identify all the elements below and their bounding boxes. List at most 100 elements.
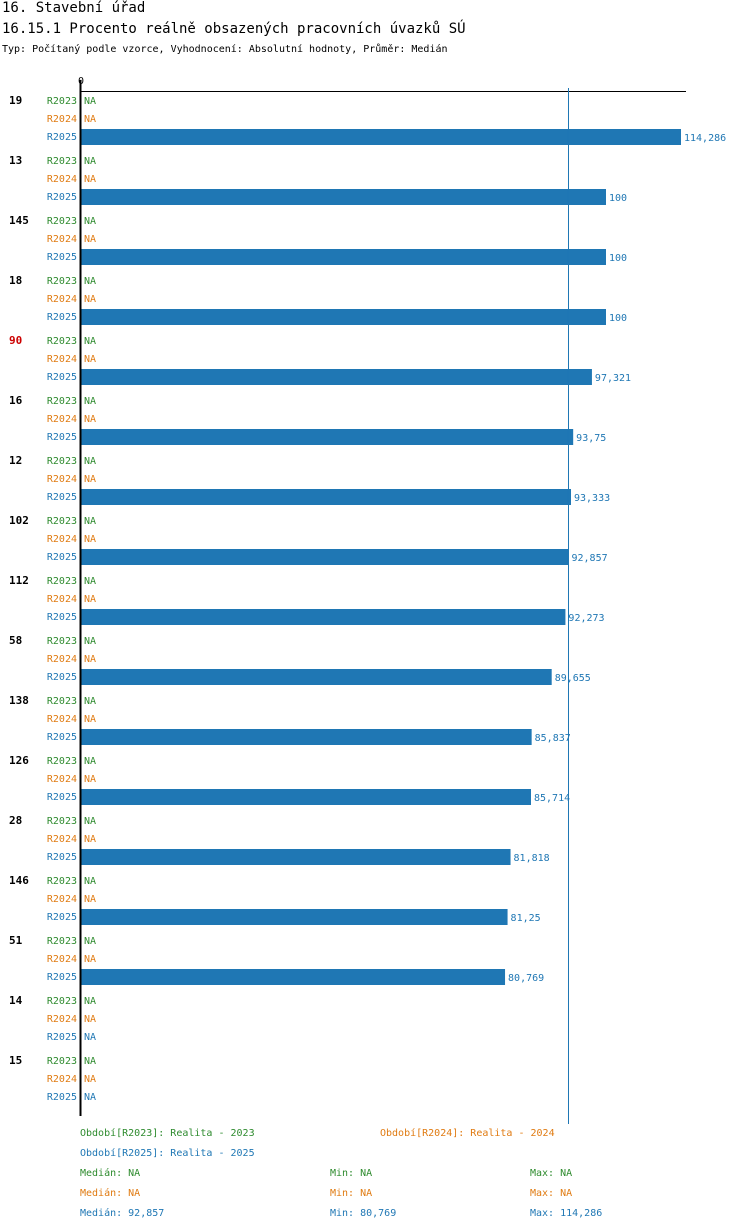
data-label: 92,857 [571, 553, 607, 564]
section-title: 16. Stavební úřad [2, 0, 146, 16]
series-label-r2024: R2024 [47, 234, 77, 245]
na-label: NA [84, 696, 96, 707]
na-label: NA [84, 294, 96, 305]
series-label-r2023: R2023 [47, 276, 77, 287]
stat-min-r2023: Min: NA [330, 1168, 373, 1179]
series-label-r2023: R2023 [47, 216, 77, 227]
na-label: NA [84, 756, 96, 767]
series-label-r2024: R2024 [47, 534, 77, 545]
category-label: 145 [9, 214, 29, 227]
data-label: 81,25 [511, 913, 541, 924]
series-label-r2024: R2024 [47, 834, 77, 845]
series-label-r2023: R2023 [47, 96, 77, 107]
series-label-r2023: R2023 [47, 816, 77, 827]
na-label: NA [84, 936, 96, 947]
category-label: 112 [9, 574, 29, 587]
bar-r2025 [81, 429, 574, 445]
series-label-r2024: R2024 [47, 654, 77, 665]
category-label: 90 [9, 334, 22, 347]
series-label-r2024: R2024 [47, 354, 77, 365]
category-label: 58 [9, 634, 22, 647]
series-label-r2024: R2024 [47, 474, 77, 485]
data-label: 93,333 [574, 493, 610, 504]
category-label: 102 [9, 514, 29, 527]
stat-max-r2023: Max: NA [530, 1168, 573, 1179]
series-label-r2023: R2023 [47, 456, 77, 467]
bar-r2025 [81, 369, 592, 385]
na-label: NA [84, 714, 96, 725]
series-label-r2025: R2025 [47, 252, 77, 263]
stat-max-r2025: Max: 114,286 [530, 1208, 603, 1219]
series-label-r2023: R2023 [47, 636, 77, 647]
series-label-r2023: R2023 [47, 336, 77, 347]
bar-r2025 [81, 189, 606, 205]
data-label: 100 [609, 253, 627, 264]
category-label: 146 [9, 874, 29, 887]
data-label: 100 [609, 193, 627, 204]
bar-r2025 [81, 129, 681, 145]
na-label: NA [84, 96, 96, 107]
na-label: NA [84, 174, 96, 185]
series-label-r2024: R2024 [47, 294, 77, 305]
bar-r2025 [81, 489, 571, 505]
series-label-r2023: R2023 [47, 396, 77, 407]
bar-r2025 [81, 789, 531, 805]
series-label-r2024: R2024 [47, 414, 77, 425]
category-label: 138 [9, 694, 29, 707]
series-label-r2025: R2025 [47, 312, 77, 323]
na-label: NA [84, 834, 96, 845]
stat-min-r2024: Min: NA [330, 1188, 373, 1199]
bar-r2025 [81, 609, 566, 625]
category-label: 14 [9, 994, 23, 1007]
stat-min-r2025: Min: 80,769 [330, 1208, 397, 1219]
na-label: NA [84, 594, 96, 605]
series-label-r2025: R2025 [47, 552, 77, 563]
series-label-r2025: R2025 [47, 972, 77, 983]
series-label-r2025: R2025 [47, 672, 77, 683]
data-label: 92,273 [568, 613, 604, 624]
na-label: NA [84, 456, 96, 467]
series-label-r2025: R2025 [47, 852, 77, 863]
series-label-r2025: R2025 [47, 612, 77, 623]
series-label-r2024: R2024 [47, 1014, 77, 1025]
series-label-r2023: R2023 [47, 756, 77, 767]
bar-r2025 [81, 249, 606, 265]
category-label: 51 [9, 934, 23, 947]
series-label-r2025: R2025 [47, 732, 77, 743]
series-label-r2024: R2024 [47, 174, 77, 185]
series-label-r2024: R2024 [47, 774, 77, 785]
series-label-r2025: R2025 [47, 1032, 77, 1043]
bar-r2025 [81, 669, 552, 685]
na-label: NA [84, 894, 96, 905]
series-label-r2023: R2023 [47, 576, 77, 587]
na-label: NA [84, 1056, 96, 1067]
bar-r2025 [81, 909, 508, 925]
series-label-r2025: R2025 [47, 492, 77, 503]
na-label: NA [84, 114, 96, 125]
series-label-r2025: R2025 [47, 1092, 77, 1103]
na-label: NA [84, 216, 96, 227]
series-label-r2025: R2025 [47, 432, 77, 443]
series-label-r2025: R2025 [47, 912, 77, 923]
bar-r2025 [81, 549, 569, 565]
data-label: 97,321 [595, 373, 631, 384]
na-label: NA [84, 516, 96, 527]
chart-subtitle: Typ: Počítaný podle vzorce, Vyhodnocení:… [2, 44, 448, 55]
series-label-r2023: R2023 [47, 876, 77, 887]
bar-chart: 019R2023NAR2024NAR2025114,28613R2023NAR2… [9, 76, 726, 1124]
legend-r2023: Období[R2023]: Realita - 2023 [80, 1128, 255, 1139]
data-label: 93,75 [576, 433, 606, 444]
stat-median-r2024: Medián: NA [80, 1188, 141, 1199]
na-label: NA [84, 156, 96, 167]
category-label: 126 [9, 754, 29, 767]
bar-r2025 [81, 729, 532, 745]
series-label-r2025: R2025 [47, 192, 77, 203]
stat-max-r2024: Max: NA [530, 1188, 573, 1199]
data-label: 80,769 [508, 973, 544, 984]
series-label-r2025: R2025 [47, 372, 77, 383]
category-label: 19 [9, 94, 22, 107]
category-label: 16 [9, 394, 23, 407]
category-label: 28 [9, 814, 22, 827]
na-label: NA [84, 474, 96, 485]
category-label: 15 [9, 1054, 22, 1067]
